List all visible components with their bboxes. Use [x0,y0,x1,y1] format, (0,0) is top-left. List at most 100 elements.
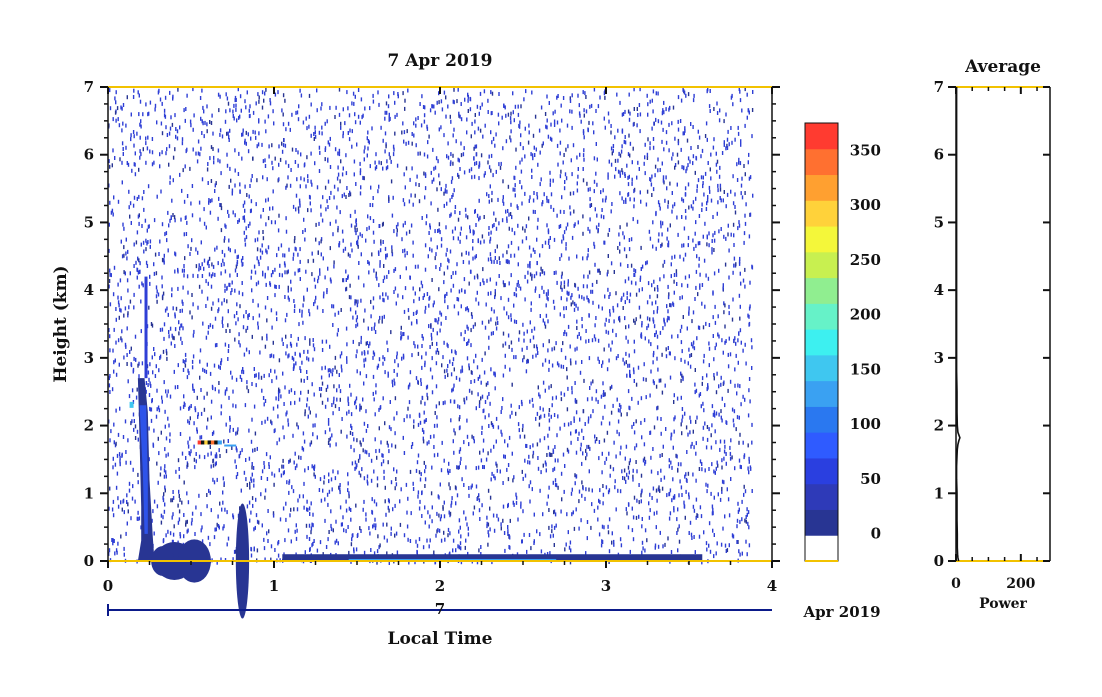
speckle-cell [327,158,329,163]
speckle-cell [619,489,622,494]
speckle-cell [227,323,229,328]
speckle-cell [336,397,338,402]
speckle-cell [172,178,174,183]
speckle-cell [447,468,449,473]
speckle-cell [626,222,628,227]
speckle-cell [569,191,572,196]
speckle-cell [372,99,375,104]
speckle-cell [555,395,557,400]
speckle-cell [713,469,715,474]
speckle-cell [622,306,624,310]
speckle-cell [534,250,536,254]
speckle-cell [450,275,453,279]
speckle-cell [612,403,614,408]
speckle-cell [698,214,701,218]
speckle-cell [655,384,658,389]
speckle-cell [514,193,516,198]
speckle-cell [276,317,278,322]
speckle-cell [258,375,260,380]
speckle-cell [184,216,187,220]
speckle-cell [538,392,540,397]
speckle-cell [417,494,419,499]
speckle-cell [470,343,472,348]
speckle-cell [282,93,285,98]
speckle-cell [716,101,718,106]
speckle-cell [383,475,385,480]
speckle-cell [709,167,711,172]
speckle-cell [491,198,493,203]
speckle-cell [186,519,188,524]
speckle-cell [137,270,140,275]
speckle-cell [318,130,321,135]
speckle-cell [508,435,511,440]
speckle-cell [466,356,469,361]
speckle-cell [490,90,492,95]
speckle-cell [367,326,369,331]
speckle-cell [678,524,680,529]
speckle-cell [677,119,679,124]
speckle-cell [122,147,124,151]
speckle-cell [131,168,133,173]
speckle-cell [426,396,429,401]
speckle-cell [167,452,169,457]
speckle-cell [356,349,358,354]
speckle-cell [550,192,553,197]
speckle-cell [729,445,731,450]
speckle-cell [209,210,212,215]
speckle-cell [344,246,347,251]
speckle-cell [702,325,705,330]
speckle-cell [440,514,442,519]
speckle-cell [483,370,486,375]
speckle-cell [461,288,463,293]
speckle-cell [445,225,447,230]
speckle-cell [459,447,462,452]
speckle-cell [463,440,465,445]
speckle-cell [227,357,229,361]
speckle-cell [351,101,353,106]
speckle-cell [355,503,357,508]
speckle-cell [597,268,599,273]
speckle-cell [332,411,334,416]
speckle-cell [153,499,156,504]
speckle-cell [164,232,166,237]
speckle-cell [469,97,472,102]
speckle-cell [194,406,196,411]
speckle-cell [258,520,260,525]
speckle-cell [738,87,740,91]
speckle-cell [712,412,715,417]
speckle-cell [274,92,277,97]
speckle-cell [464,329,466,334]
speckle-cell [568,291,570,296]
speckle-cell [706,201,708,206]
speckle-cell [419,477,422,482]
speckle-cell [713,495,715,500]
speckle-cell [274,548,276,552]
speckle-cell [668,148,670,153]
speckle-cell [577,220,579,225]
speckle-cell [660,378,662,383]
speckle-cell [587,253,589,258]
speckle-cell [250,510,252,515]
speckle-cell [634,446,636,451]
speckle-cell [412,487,415,491]
speckle-cell [590,203,593,207]
speckle-cell [177,503,179,508]
speckle-cell [586,444,588,449]
speckle-cell [364,357,367,362]
speckle-cell [401,130,403,135]
speckle-cell [435,350,437,355]
speckle-cell [477,126,480,131]
speckle-cell [145,238,147,243]
speckle-cell [159,472,162,477]
speckle-cell [483,281,485,286]
speckle-cell [183,513,185,517]
speckle-cell [386,522,388,527]
speckle-cell [313,472,315,477]
speckle-cell [633,349,636,354]
speckle-cell [373,352,376,357]
speckle-cell [582,436,585,440]
speckle-cell [604,392,606,397]
speckle-cell [402,295,404,300]
speckle-cell [551,396,554,401]
speckle-cell [426,384,429,389]
